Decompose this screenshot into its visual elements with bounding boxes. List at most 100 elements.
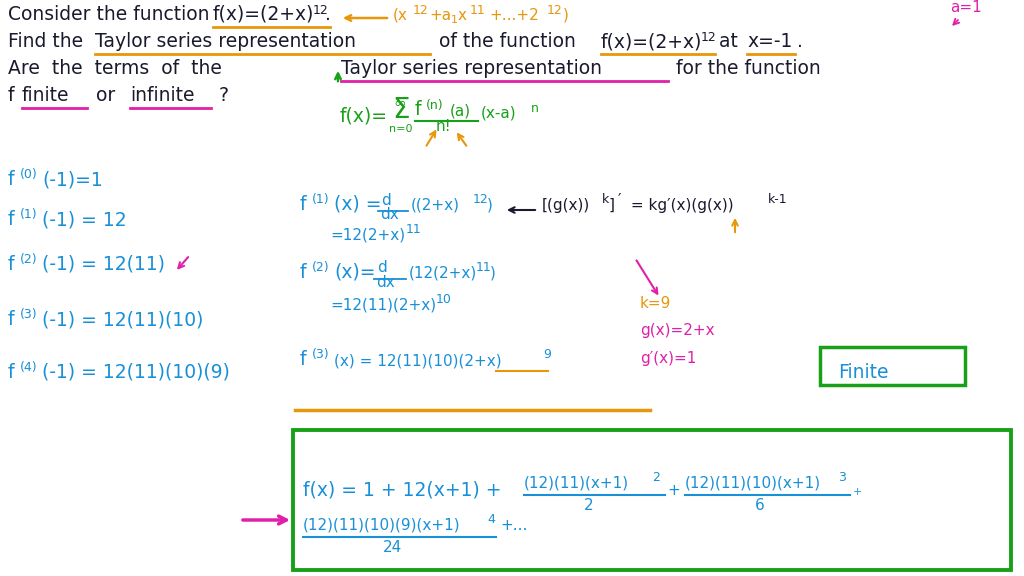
Text: (4): (4) [20, 361, 38, 374]
Text: dx: dx [376, 275, 394, 290]
Text: f(x)=: f(x)= [340, 107, 388, 126]
Text: g(x)=2+x: g(x)=2+x [640, 323, 715, 338]
Text: f(x) = 1 + 12(x+1) +: f(x) = 1 + 12(x+1) + [303, 480, 502, 499]
Text: f: f [8, 255, 14, 274]
Text: +...+2: +...+2 [489, 8, 539, 23]
Text: 12: 12 [701, 31, 717, 44]
Text: (x) =: (x) = [334, 195, 382, 214]
Text: +: + [853, 487, 862, 497]
Text: ): ) [487, 198, 493, 213]
Text: f: f [300, 350, 306, 369]
Text: ?: ? [213, 86, 229, 105]
Text: Are  the  terms  of  the: Are the terms of the [8, 59, 222, 78]
Text: (x: (x [393, 8, 408, 23]
Text: k=9: k=9 [640, 296, 672, 311]
Text: at: at [713, 32, 743, 51]
Text: (2): (2) [20, 253, 38, 266]
Text: d: d [377, 260, 387, 275]
Text: k-1: k-1 [768, 193, 787, 206]
Text: 9: 9 [543, 348, 551, 361]
Text: .: . [325, 5, 331, 24]
Bar [820, 347, 965, 385]
Text: or: or [90, 86, 121, 105]
Text: 4: 4 [487, 513, 495, 526]
Text: =12(2+x): =12(2+x) [330, 228, 406, 243]
Text: (-1)=1: (-1)=1 [42, 170, 102, 189]
Text: .: . [797, 32, 803, 51]
Text: ′: ′ [618, 193, 622, 208]
Text: (-1) = 12(11)(10)(9): (-1) = 12(11)(10)(9) [42, 363, 229, 382]
Text: 2: 2 [652, 471, 659, 484]
Text: n!: n! [436, 119, 452, 134]
Text: 12: 12 [413, 4, 429, 17]
Text: f: f [8, 310, 14, 329]
Text: of the function: of the function [433, 32, 582, 51]
Text: =12(11)(2+x): =12(11)(2+x) [330, 298, 436, 313]
Text: (3): (3) [312, 348, 330, 361]
Text: (-1) = 12(11): (-1) = 12(11) [42, 255, 165, 274]
Text: ): ) [490, 266, 496, 281]
Text: +...: +... [500, 518, 527, 533]
Text: 12: 12 [313, 4, 329, 17]
Text: +a: +a [429, 8, 452, 23]
Text: ]: ] [609, 198, 615, 213]
Text: = kg′(x)(g(x)): = kg′(x)(g(x)) [626, 198, 733, 213]
Text: 12: 12 [473, 193, 488, 206]
Text: (-1) = 12(11)(10): (-1) = 12(11)(10) [42, 310, 204, 329]
Text: 2: 2 [584, 498, 594, 513]
Text: 11: 11 [476, 261, 492, 274]
Text: [(g(x)): [(g(x)) [542, 198, 590, 213]
Text: (12(2+x): (12(2+x) [409, 266, 477, 281]
Text: x: x [458, 8, 467, 23]
Text: f: f [8, 86, 20, 105]
Text: (a): (a) [450, 103, 471, 118]
Text: ): ) [563, 8, 569, 23]
Text: (2): (2) [312, 261, 330, 274]
Text: +: + [667, 483, 680, 498]
Text: for the function: for the function [670, 59, 821, 78]
Text: 1: 1 [451, 15, 458, 25]
Text: dx: dx [380, 207, 398, 222]
Text: x=-1: x=-1 [746, 32, 793, 51]
Text: (x) = 12(11)(10)(2+x): (x) = 12(11)(10)(2+x) [334, 353, 502, 368]
Text: k: k [602, 193, 609, 206]
Text: (3): (3) [20, 308, 38, 321]
Text: infinite: infinite [130, 86, 195, 105]
Text: d: d [381, 193, 391, 208]
Text: Taylor series representation: Taylor series representation [341, 59, 602, 78]
Text: n=0: n=0 [389, 124, 413, 134]
Text: 11: 11 [470, 4, 485, 17]
Text: (n): (n) [426, 99, 443, 112]
Text: 10: 10 [436, 293, 452, 306]
Text: f(x)=(2+x): f(x)=(2+x) [601, 32, 702, 51]
Text: f: f [8, 363, 14, 382]
Text: f: f [415, 100, 422, 119]
Text: a=1: a=1 [950, 0, 982, 15]
Text: Find the: Find the [8, 32, 89, 51]
Text: 11: 11 [406, 223, 422, 236]
Text: 24: 24 [383, 540, 402, 555]
Text: f: f [8, 210, 14, 229]
Text: (x-a): (x-a) [481, 106, 517, 121]
Text: (x)=: (x)= [334, 263, 376, 282]
Text: n: n [531, 102, 539, 115]
Text: f: f [8, 170, 14, 189]
Text: (-1) = 12: (-1) = 12 [42, 210, 127, 229]
Text: (1): (1) [312, 193, 330, 206]
Text: Consider the function: Consider the function [8, 5, 215, 24]
Text: f: f [300, 263, 306, 282]
Text: f: f [300, 195, 306, 214]
Text: Finite: Finite [838, 363, 889, 382]
Text: (12)(11)(x+1): (12)(11)(x+1) [524, 476, 629, 491]
Text: (1): (1) [20, 208, 38, 221]
Bar [293, 430, 1011, 570]
Text: g′(x)=1: g′(x)=1 [640, 351, 696, 366]
Text: Σ: Σ [392, 96, 410, 124]
Text: (12)(11)(10)(9)(x+1): (12)(11)(10)(9)(x+1) [303, 518, 461, 533]
Text: Taylor series representation: Taylor series representation [95, 32, 356, 51]
Text: 6: 6 [755, 498, 765, 513]
Text: ∞: ∞ [393, 96, 406, 111]
Text: ((2+x): ((2+x) [411, 198, 460, 213]
Text: (12)(11)(10)(x+1): (12)(11)(10)(x+1) [685, 476, 821, 491]
Text: (0): (0) [20, 168, 38, 181]
